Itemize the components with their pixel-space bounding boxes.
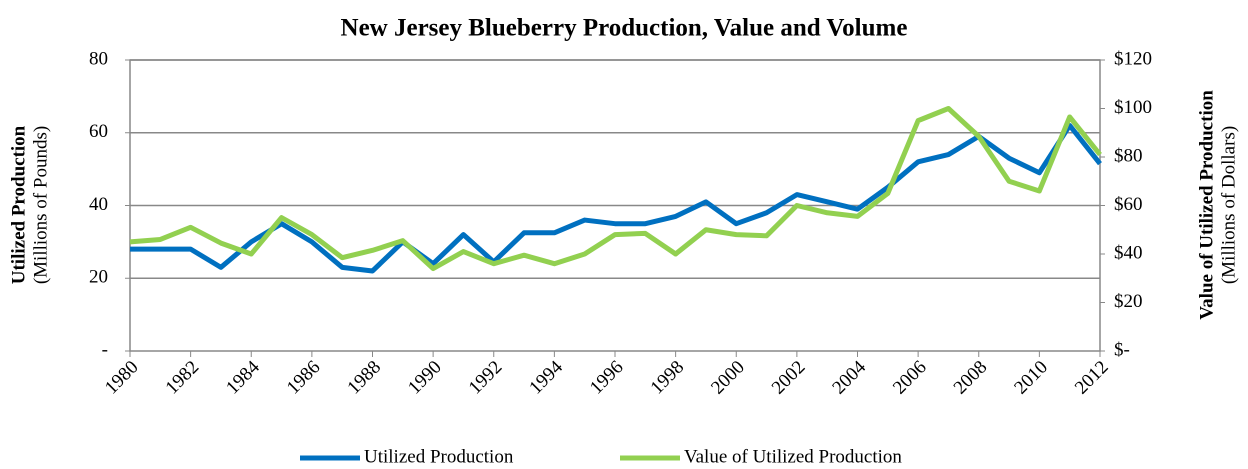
x-tick-label: 1998 bbox=[647, 357, 689, 399]
series-line bbox=[129, 106, 1102, 272]
x-tick-label: 1996 bbox=[586, 357, 628, 399]
x-tick-label: 1988 bbox=[343, 357, 385, 399]
x-tick-label: 1994 bbox=[525, 356, 567, 398]
x-tick-label: 1984 bbox=[222, 356, 264, 398]
x-tick-label: 2006 bbox=[889, 357, 931, 399]
y-tick-label: 80 bbox=[89, 48, 108, 69]
x-tick-label: 2012 bbox=[1071, 357, 1113, 399]
y2-tick-label: $80 bbox=[1114, 145, 1143, 166]
x-tick-label: 1986 bbox=[283, 357, 325, 399]
chart-title: New Jersey Blueberry Production, Value a… bbox=[341, 15, 908, 42]
y-axis-title: Utilized Production (Millions of Pounds) bbox=[8, 125, 51, 284]
x-tick-label: 1980 bbox=[101, 357, 143, 399]
y-tick-label: - bbox=[102, 339, 108, 360]
x-tick-label: 2004 bbox=[828, 356, 870, 398]
y2-label-sub: (Millions of Dollars) bbox=[1218, 126, 1239, 284]
y2-label: Value of Utilized Production bbox=[1196, 90, 1217, 320]
x-tick-label: 2002 bbox=[768, 357, 810, 399]
legend-label: Utilized Production bbox=[364, 446, 514, 467]
y2-tick-label: $40 bbox=[1114, 242, 1143, 263]
x-tick-label: 1990 bbox=[404, 357, 446, 399]
y2-tick-label: $120 bbox=[1114, 48, 1152, 69]
y-tick-label: 40 bbox=[89, 194, 108, 215]
y2-axis-title: Value of Utilized Production (Millions o… bbox=[1196, 90, 1239, 320]
legend-label: Value of Utilized Production bbox=[684, 446, 902, 467]
x-tick-label: 2008 bbox=[950, 357, 992, 399]
y2-tick-label: $60 bbox=[1114, 194, 1143, 215]
y2-tick-label: $- bbox=[1114, 339, 1130, 360]
y2-tick-label: $20 bbox=[1114, 291, 1143, 312]
series-line bbox=[130, 122, 1102, 274]
y-tick-label: 60 bbox=[89, 121, 108, 142]
y-label: Utilized Production bbox=[8, 125, 29, 284]
y-tick-label: 20 bbox=[89, 267, 108, 288]
x-tick-label: 1982 bbox=[162, 357, 204, 399]
x-tick-label: 2010 bbox=[1010, 357, 1052, 399]
x-tick-label: 1992 bbox=[465, 357, 507, 399]
y2-tick-label: $100 bbox=[1114, 97, 1152, 118]
x-tick-label: 2000 bbox=[707, 357, 749, 399]
y-label-sub: (Millions of Pounds) bbox=[30, 126, 51, 284]
